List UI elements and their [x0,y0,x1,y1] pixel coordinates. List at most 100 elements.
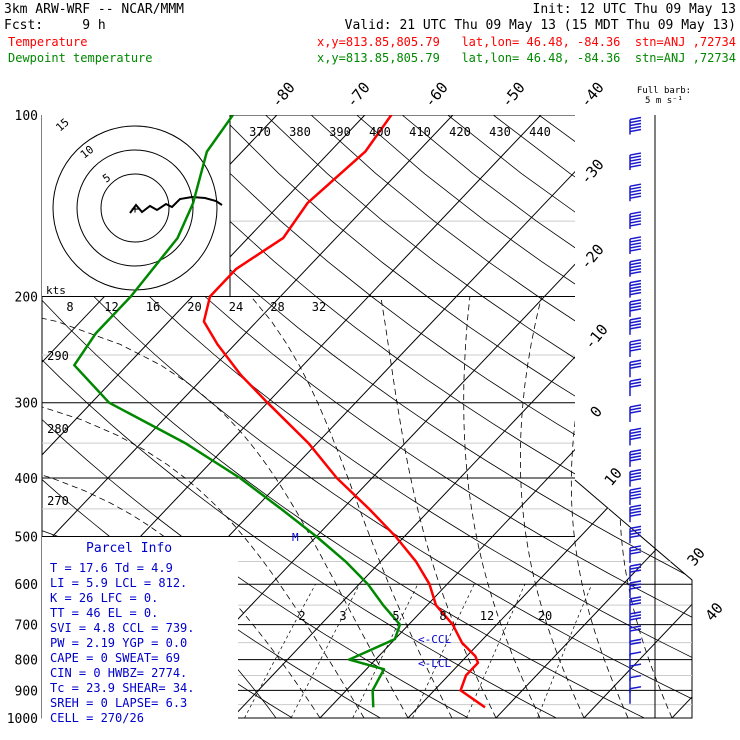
wind-barb-flag [629,320,642,324]
forecast-hour: Fcst: 9 h [4,18,106,33]
wind-barb-flag [629,158,642,162]
wind-barb-flag [629,299,642,303]
parcel-info-row: CELL = 270/26 [50,711,144,725]
hodograph-trace [129,195,223,214]
wind-barb [629,686,642,704]
parcel-info-row: T = 17.6 Td = 4.9 [50,561,173,575]
moist-adiabat-line [42,321,365,718]
wind-barb-flag [629,261,642,266]
pressure-tick-label: 300 [15,397,38,412]
wind-barb-flag [629,164,642,168]
moist-adiabat-line [42,296,409,718]
ccl-marker: <-CCL [418,633,451,646]
wind-barb [629,236,642,254]
wind-barb-flag [629,611,642,615]
model-title: 3km ARW-WRF -- NCAR/MMM [4,2,184,17]
wind-barb [629,504,642,523]
wind-barb-flag [629,468,642,473]
wind-barb-flag [629,641,642,646]
wind-barb-flag [629,580,642,584]
dry-adiabat-line [83,115,692,718]
wind-barb [629,339,642,357]
temperature-profile [202,115,486,709]
theta-label: 430 [489,125,511,139]
isotherm-label: -80 [268,79,299,111]
isotherm-line [671,115,692,718]
mixing-ratio-label: 8 [66,300,73,314]
wind-barb-flag [629,477,642,482]
dry-adiabat-line [42,115,645,718]
wind-barb-flag [629,602,642,606]
wind-barb-flag [629,433,642,438]
moist-adiabat-line [570,296,629,718]
wind-barb-flag [629,220,642,224]
mixing-ratio-label: 3 [339,609,346,623]
isotherm-line [42,115,366,718]
wind-barb [629,449,642,467]
wind-barb-flag [629,569,642,573]
wind-barb-flag [629,455,642,459]
wind-barb-flag [629,531,642,536]
moist-adiabat-line [380,296,497,718]
isotherm-line [231,115,692,718]
wind-barb-flag [629,449,642,453]
mixing-ratio-label: 32 [312,300,326,314]
wind-barb-flag [629,217,642,221]
wind-barb-flag [629,317,642,321]
mixing-ratio-line [412,584,475,718]
parcel-info-row: TT = 46 EL = 0. [50,606,158,620]
moist-adiabat-line [520,296,585,718]
theta-label: 370 [249,125,271,139]
wind-barb-flag [629,122,642,127]
moist-adiabat-line [619,296,673,718]
wind-barb-flag [629,326,642,330]
wind-barb-flag [629,248,642,252]
wind-barb [629,378,642,397]
wind-barb-flag [629,195,642,199]
isotherm-line [495,115,692,718]
wind-barb-flag [629,436,642,441]
wind-barb-flag [629,663,642,667]
wind-barb-flag [629,223,642,227]
mixing-ratio-label: 12 [480,609,494,623]
wind-barb-flag [629,496,642,500]
wind-barb-flag [629,617,642,621]
isotherm-line [583,115,692,718]
mixing-ratio-label: 20 [187,300,201,314]
mixing-ratio-label: 20 [538,609,552,623]
dry-adiabat-line [42,115,692,718]
wind-barb-flag [629,534,642,539]
wind-barb-flag [629,119,642,124]
mixing-ratio-label: 2 [298,609,305,623]
wind-barb-flag [629,378,642,382]
mixing-ratio-label: 24 [229,300,243,314]
wind-barb-flag [629,192,642,196]
wind-barb [629,152,642,171]
wind-barb-flag [629,545,642,549]
wind-barb-flag [629,345,642,349]
dewpoint-label: Dewpoint temperature [8,51,153,65]
wind-barb-flag [629,471,642,476]
theta-label: 440 [529,125,551,139]
wind-barb-flag [629,404,642,408]
theta-label: 380 [289,125,311,139]
wind-barb-flag [629,583,642,587]
mixing-ratio-line [244,584,316,718]
wind-barb-flag [629,302,642,306]
theta-label: 410 [409,125,431,139]
mixing-ratio-label: 28 [270,300,284,314]
mixing-ratio-label: 16 [146,300,160,314]
dry-adiabat-line [174,115,692,718]
mixing-ratio-line [352,584,419,718]
wind-barb-flag [629,267,642,272]
wind-barb-flag [629,211,642,215]
wind-barb [629,258,642,277]
isotherm-label: 0 [586,403,606,421]
pressure-tick-label: 900 [15,684,38,699]
wind-barb-flag [629,323,642,327]
pressure-tick-label: 100 [15,109,38,124]
dry-adiabat-line [219,115,692,718]
hodograph-origin-marker: + [131,202,139,217]
parcel-info-row: SREH = 0 LAPSE= 6.3 [50,696,187,710]
wind-barb-flag [629,359,642,364]
